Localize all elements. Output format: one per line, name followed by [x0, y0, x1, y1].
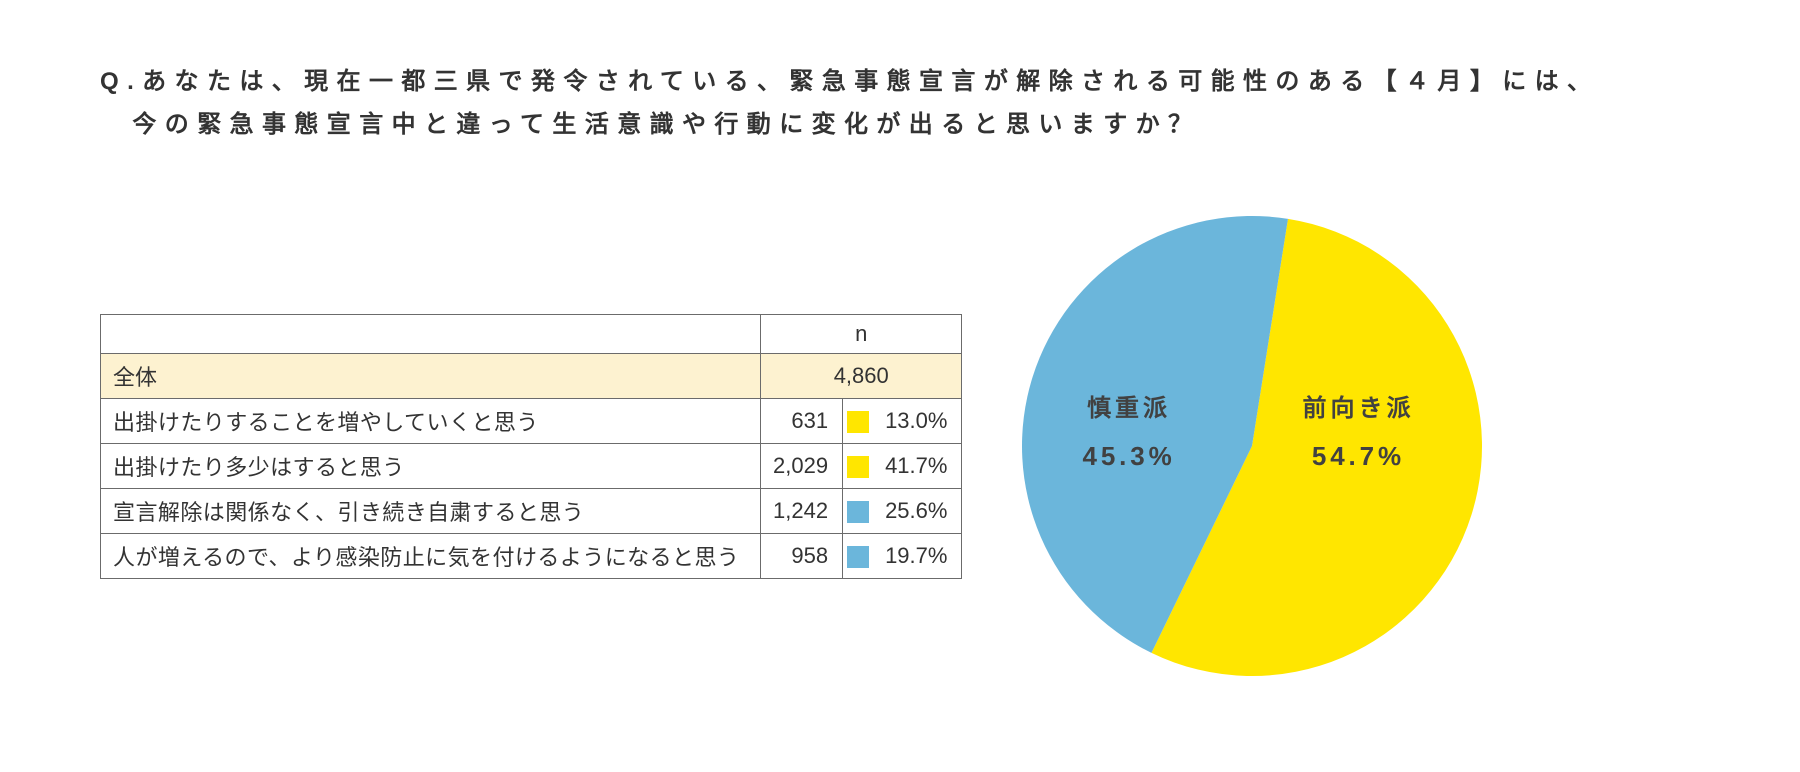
table-row: 人が増えるので、より感染防止に気を付けるようになると思う958 19.7%	[101, 533, 962, 578]
row-count: 1,242	[761, 488, 843, 533]
header-n: n	[761, 314, 962, 353]
table-header-row: n	[101, 314, 962, 353]
row-label: 出掛けたり多少はすると思う	[101, 443, 761, 488]
row-count: 2,029	[761, 443, 843, 488]
row-label: 人が増えるので、より感染防止に気を付けるようになると思う	[101, 533, 761, 578]
total-label: 全体	[101, 353, 761, 398]
row-label: 宣言解除は関係なく、引き続き自粛すると思う	[101, 488, 761, 533]
question-text: Q.あなたは、現在一都三県で発令されている、緊急事態宣言が解除される可能性のある…	[100, 60, 1700, 146]
pie-label: 前向き派54.7%	[1302, 386, 1414, 481]
row-pct: 19.7%	[873, 533, 962, 578]
row-count: 958	[761, 533, 843, 578]
color-swatch	[847, 546, 869, 568]
row-swatch-cell	[843, 488, 874, 533]
pie-label-name: 前向き派	[1302, 386, 1414, 432]
results-table: n 全体 4,860 出掛けたりすることを増やしていくと思う63113.0%出掛…	[100, 314, 962, 579]
row-count: 631	[761, 398, 843, 443]
table-row: 出掛けたり多少はすると思う2,029 41.7%	[101, 443, 962, 488]
table-row: 出掛けたりすることを増やしていくと思う631 13.0%	[101, 398, 962, 443]
header-empty	[101, 314, 761, 353]
table-row: 宣言解除は関係なく、引き続き自粛すると思う1,242 25.6%	[101, 488, 962, 533]
row-swatch-cell	[843, 398, 874, 443]
row-pct: 13.0%	[873, 398, 962, 443]
total-n: 4,860	[761, 353, 962, 398]
question-line1: あなたは、現在一都三県で発令されている、緊急事態宣言が解除される可能性のある【４…	[142, 68, 1599, 95]
color-swatch	[847, 411, 869, 433]
row-pct: 25.6%	[873, 488, 962, 533]
color-swatch	[847, 456, 869, 478]
row-pct: 41.7%	[873, 443, 962, 488]
table-total-row: 全体 4,860	[101, 353, 962, 398]
pie-label-pct: 45.3%	[1082, 432, 1175, 481]
row-label: 出掛けたりすることを増やしていくと思う	[101, 398, 761, 443]
color-swatch	[847, 501, 869, 523]
row-swatch-cell	[843, 533, 874, 578]
content-row: n 全体 4,860 出掛けたりすることを増やしていくと思う63113.0%出掛…	[100, 216, 1700, 676]
question-prefix: Q.	[100, 68, 142, 95]
row-swatch-cell	[843, 443, 874, 488]
pie-label: 慎重派45.3%	[1082, 386, 1175, 481]
pie-label-pct: 54.7%	[1302, 432, 1414, 481]
pie-chart: 前向き派54.7% 慎重派45.3%	[1022, 216, 1482, 676]
pie-label-name: 慎重派	[1082, 386, 1175, 432]
question-line2: 今の緊急事態宣言中と違って生活意識や行動に変化が出ると思いますか？	[132, 111, 1200, 138]
